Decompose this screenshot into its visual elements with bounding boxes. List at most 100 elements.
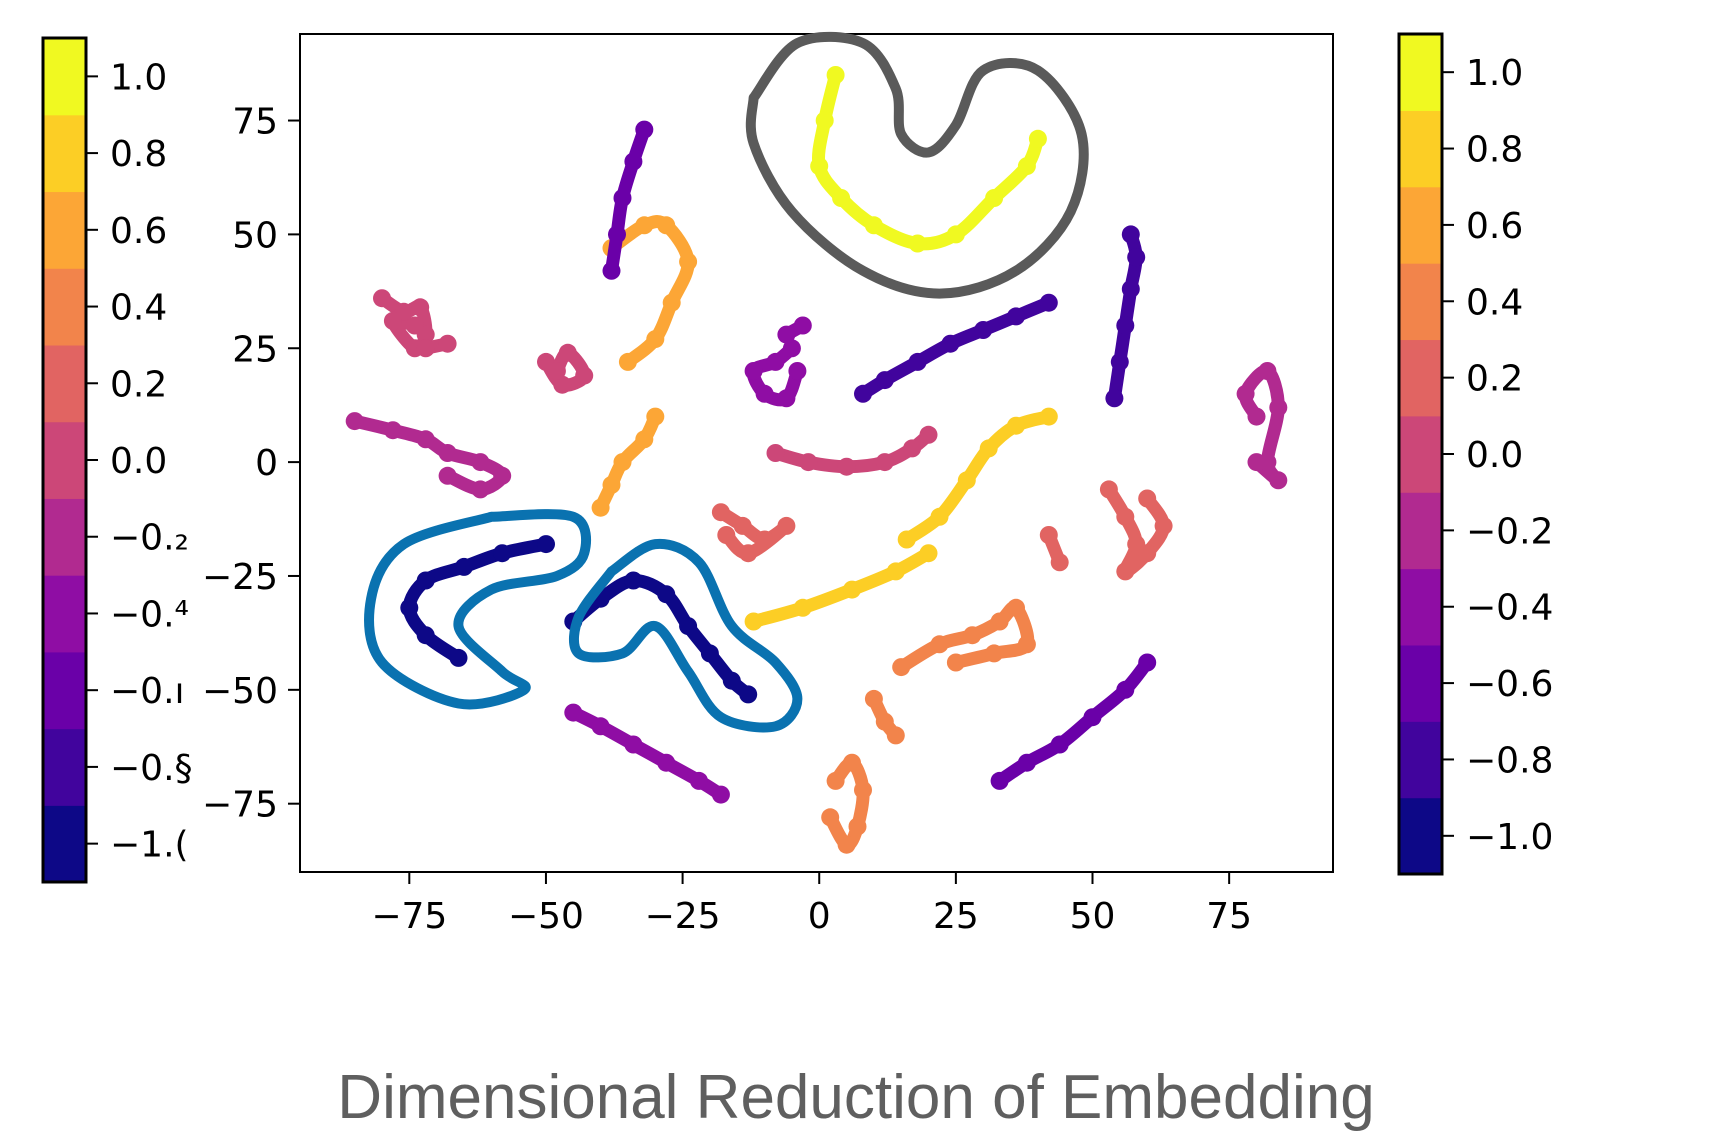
scatter-point [471, 453, 489, 471]
scatter-point [417, 626, 435, 644]
x-tick-label: 25 [933, 896, 979, 937]
scatter-point [493, 544, 511, 562]
colorbar-band [43, 575, 86, 652]
colorbar-band [43, 729, 86, 806]
colorbar-band [1399, 187, 1442, 264]
colorbar-band [43, 345, 86, 422]
colorbar-tick-label: −1.0 [1466, 817, 1553, 858]
right-colorbar: −1.0 −0.8 −0.6 −0.4 −0.2 0.0 0.2 0.4 0.6 0.8 1.0 [1399, 34, 1553, 875]
scatter-point [439, 335, 457, 353]
scatter-point [635, 121, 653, 139]
scatter-point [832, 189, 850, 207]
colorbar-tick-label: −0.§ [110, 748, 193, 789]
scatter-point [575, 367, 593, 385]
colorbar-band [1399, 569, 1442, 646]
scatter-point [635, 430, 653, 448]
colorbar-tick-label: 1.0 [110, 57, 167, 98]
scatter-point [947, 654, 965, 672]
scatter-point [1248, 408, 1266, 426]
scatter-point [794, 317, 812, 335]
scatter-point [963, 626, 981, 644]
scatter-point [1111, 353, 1129, 371]
scatter-point [624, 572, 642, 590]
y-tick-label: 25 [232, 329, 278, 370]
colorbar-tick-label: −0.6 [1466, 664, 1553, 705]
scatter-point [985, 644, 1003, 662]
scatter-point [739, 685, 757, 703]
scatter-point [898, 531, 916, 549]
scatter-point [745, 613, 763, 631]
scatter-point [493, 467, 511, 485]
scatter-point [1116, 508, 1134, 526]
y-tick-label: 50 [232, 215, 278, 256]
scatter-point [1138, 544, 1156, 562]
scatter-point [619, 353, 637, 371]
scatter-point [1105, 389, 1123, 407]
scatter-point [974, 321, 992, 339]
colorbar-band [1399, 798, 1442, 875]
scatter-point [980, 439, 998, 457]
scatter-point [1018, 754, 1036, 772]
scatter-point [657, 585, 675, 603]
scatter-point [373, 289, 391, 307]
scatter-figure: −1.(−0.§ −0.ı −0.⁴ −0.₂ 0.0 0.2 0.4 0.6 0.8 1.0 −… [0, 0, 1712, 1060]
x-tick-label: 0 [808, 896, 831, 937]
scatter-point [346, 412, 364, 430]
colorbar-band [43, 652, 86, 729]
scatter-point [1084, 708, 1102, 726]
scatter-point [417, 339, 435, 357]
scatter-point [1040, 408, 1058, 426]
scatter-point [865, 216, 883, 234]
scatter-point [777, 517, 795, 535]
colorbar-tick-label: −0.⁴ [110, 594, 189, 635]
scatter-point [592, 717, 610, 735]
scatter-point [624, 736, 642, 754]
scatter-point [679, 617, 697, 635]
scatter-point [854, 781, 872, 799]
scatter-point [592, 499, 610, 517]
scatter-point [821, 808, 839, 826]
colorbar-tick-label: 1.0 [1466, 53, 1523, 94]
scatter-point [941, 335, 959, 353]
colorbar-band [1399, 34, 1442, 111]
colorbar-band [43, 422, 86, 499]
scatter-point [903, 439, 921, 457]
scatter-point [843, 581, 861, 599]
scatter-point [887, 726, 905, 744]
scatter-point [1269, 399, 1287, 417]
scatter-point [958, 471, 976, 489]
scatter-point [931, 635, 949, 653]
scatter-point [909, 235, 927, 253]
colorbar-band [43, 115, 86, 192]
scatter-point [679, 253, 697, 271]
scatter-point [384, 421, 402, 439]
colorbar-band [1399, 263, 1442, 340]
scatter-point [854, 385, 872, 403]
colorbar-tick-label: −0.2 [1466, 511, 1553, 552]
scatter-point [777, 326, 795, 344]
scatter-point [1040, 526, 1058, 544]
scatter-point [646, 408, 664, 426]
scatter-point [1100, 480, 1118, 498]
y-tick-label: 0 [255, 443, 278, 484]
scatter-point [471, 480, 489, 498]
colorbar-band [43, 498, 86, 575]
scatter-point [1122, 280, 1140, 298]
colorbar-tick-label: 0.8 [110, 134, 167, 175]
scatter-point [827, 772, 845, 790]
scatter-point [788, 362, 806, 380]
x-tick-label: −50 [508, 896, 584, 937]
scatter-point [712, 786, 730, 804]
scatter-point [417, 430, 435, 448]
colorbar-tick-label: 0.2 [1466, 359, 1523, 400]
scatter-point [624, 153, 642, 171]
y-tick-label: 75 [232, 102, 278, 143]
colorbar-tick-label: 0.2 [110, 364, 167, 405]
scatter-point [406, 317, 424, 335]
scatter-point [991, 613, 1009, 631]
scatter-point [794, 599, 812, 617]
colorbar-band [43, 805, 86, 882]
colorbar-tick-label: 0.0 [1466, 435, 1523, 476]
scatter-point [756, 531, 774, 549]
scatter-point [635, 216, 653, 234]
